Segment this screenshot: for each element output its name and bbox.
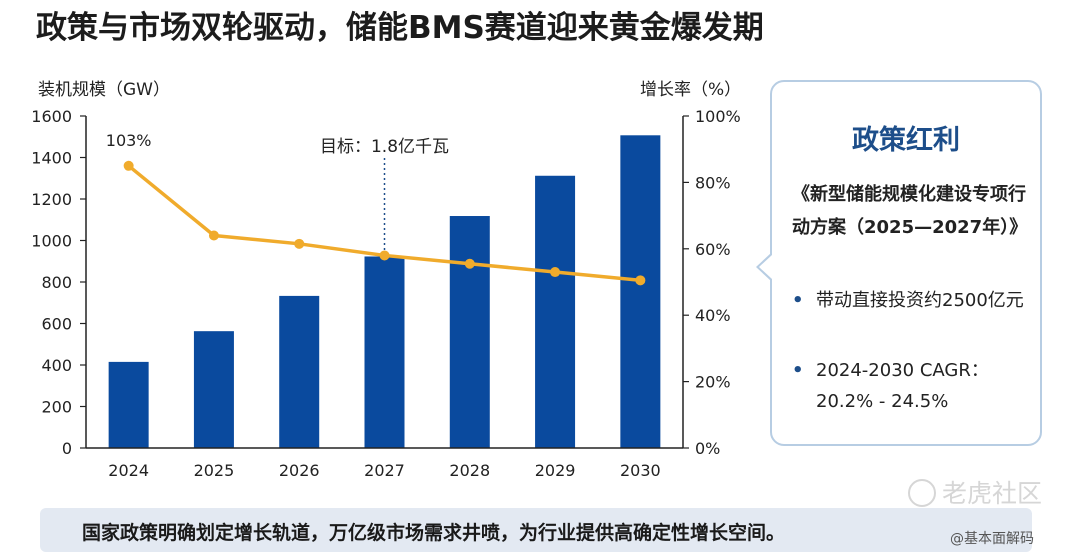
bar-2025 bbox=[193, 331, 234, 448]
left-tick-label: 1200 bbox=[31, 190, 72, 209]
growth-point-2030 bbox=[635, 275, 646, 286]
page-title: 政策与市场双轮驱动，储能BMS赛道迎来黄金爆发期 bbox=[36, 10, 764, 46]
right-tick-label: 40% bbox=[695, 306, 731, 325]
target-label: 目标：1.8亿千瓦 bbox=[320, 137, 449, 157]
card-bullet: • 2024-2030 CAGR：20.2% - 24.5% bbox=[792, 355, 1026, 417]
x-tick-label: 2025 bbox=[194, 461, 235, 480]
first-point-label: 103% bbox=[106, 131, 152, 150]
bar-2029 bbox=[535, 175, 576, 448]
bar-2028 bbox=[449, 216, 490, 448]
bullet-text-cagr: 2024-2030 CAGR：20.2% - 24.5% bbox=[816, 360, 989, 412]
left-tick-label: 600 bbox=[41, 315, 72, 334]
bullet-text-investment: 带动直接投资约2500亿元 bbox=[816, 290, 1024, 311]
right-tick-label: 20% bbox=[695, 373, 731, 392]
growth-point-2026 bbox=[294, 238, 305, 249]
left-tick-label: 200 bbox=[41, 398, 72, 417]
left-axis-label: 装机规模（GW） bbox=[38, 80, 170, 100]
left-tick-label: 0 bbox=[62, 439, 72, 458]
right-tick-label: 80% bbox=[695, 173, 731, 192]
right-tick-label: 100% bbox=[695, 107, 741, 126]
card-pointer-inner bbox=[759, 255, 772, 279]
x-tick-label: 2024 bbox=[108, 461, 149, 480]
growth-point-2024 bbox=[123, 160, 134, 171]
bar-2024 bbox=[108, 361, 149, 448]
watermark-logo-icon bbox=[908, 479, 936, 507]
growth-point-2025 bbox=[208, 230, 219, 241]
bar-2030 bbox=[620, 135, 661, 449]
left-tick-label: 1000 bbox=[31, 232, 72, 251]
bar-2027 bbox=[364, 256, 405, 448]
x-tick-label: 2030 bbox=[620, 461, 661, 480]
footer-text: 国家政策明确划定增长轨道，万亿级市场需求井喷，为行业提供高确定性增长空间。 bbox=[82, 522, 786, 544]
policy-card: 政策红利 《新型储能规模化建设专项行动方案（2025—2027年）》 • 带动直… bbox=[770, 80, 1042, 446]
bullet-dot: • bbox=[792, 290, 804, 311]
x-tick-label: 2028 bbox=[449, 461, 490, 480]
growth-point-2029 bbox=[550, 267, 561, 278]
right-axis-label: 增长率（%） bbox=[640, 80, 741, 100]
x-tick-label: 2029 bbox=[535, 461, 576, 480]
watermark: 老虎社区 bbox=[908, 474, 1042, 510]
left-tick-label: 800 bbox=[41, 273, 72, 292]
footer-banner bbox=[40, 508, 1032, 552]
right-tick-label: 0% bbox=[695, 439, 720, 458]
watermark-handle: @基本面解码 bbox=[950, 531, 1034, 547]
card-bullet: • 带动直接投资约2500亿元 bbox=[792, 285, 1026, 316]
growth-point-2028 bbox=[464, 258, 475, 269]
right-tick-label: 60% bbox=[695, 240, 731, 259]
policy-document-name: 《新型储能规模化建设专项行动方案（2025—2027年）》 bbox=[792, 184, 1028, 238]
left-tick-label: 1600 bbox=[31, 107, 72, 126]
bar-2026 bbox=[279, 295, 320, 448]
watermark-main-text: 老虎社区 bbox=[942, 479, 1043, 508]
x-tick-label: 2026 bbox=[279, 461, 320, 480]
growth-point-2027 bbox=[379, 250, 390, 261]
x-tick-label: 2027 bbox=[364, 461, 405, 480]
card-title: 政策红利 bbox=[852, 125, 960, 156]
left-tick-label: 1400 bbox=[31, 149, 72, 168]
bullet-dot: • bbox=[792, 360, 804, 381]
left-tick-label: 400 bbox=[41, 356, 72, 375]
